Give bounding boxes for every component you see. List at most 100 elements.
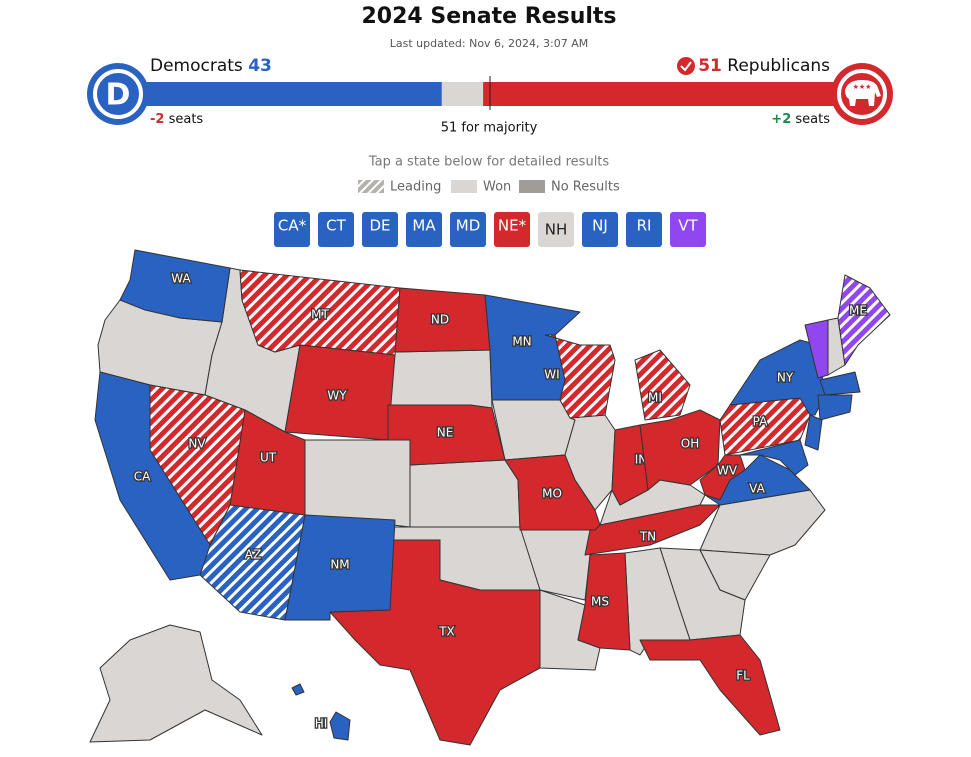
- legend-label: Leading: [390, 180, 441, 195]
- state-label[interactable]: NE: [435, 424, 454, 441]
- small-states: CA* CT DE MA MD NE* NH NJ RI VT: [274, 212, 706, 247]
- button-label[interactable]: NH: [545, 221, 568, 239]
- button-box[interactable]: [538, 212, 574, 247]
- state-label[interactable]: HI: [313, 715, 328, 732]
- state-button[interactable]: CA*: [274, 212, 310, 247]
- button-label[interactable]: CT: [326, 217, 346, 235]
- state-shape[interactable]: [739, 439, 809, 476]
- state-button[interactable]: NE*: [494, 212, 530, 247]
- state-shape[interactable]: [634, 349, 691, 421]
- button-label[interactable]: NJ: [592, 217, 608, 235]
- dem-letter: D: [106, 78, 131, 113]
- legend-swatch: [358, 180, 384, 193]
- state-label[interactable]: OH: [680, 435, 701, 452]
- state-button[interactable]: RI: [626, 212, 662, 247]
- state-label[interactable]: AZ: [244, 546, 263, 563]
- button-box[interactable]: [362, 212, 398, 247]
- rep-change-value: +2: [771, 112, 791, 127]
- state-shape[interactable]: [584, 504, 721, 556]
- state-button[interactable]: VT: [670, 212, 706, 247]
- button-box[interactable]: [626, 212, 662, 247]
- state-shape[interactable]: [94, 371, 211, 581]
- button-box[interactable]: [494, 212, 530, 247]
- state-shape[interactable]: [804, 319, 829, 379]
- button-label[interactable]: VT: [678, 217, 698, 235]
- state-button[interactable]: MA: [406, 212, 442, 247]
- state-button[interactable]: MD: [450, 212, 486, 247]
- title: 2024 Senate Results: [361, 4, 616, 29]
- button-box[interactable]: [274, 212, 310, 247]
- dem-icon: D: [87, 63, 149, 125]
- state-shape[interactable]: [119, 249, 231, 323]
- legend-label: Won: [483, 180, 511, 195]
- state-shape[interactable]: [291, 683, 351, 741]
- dem-name: Democrats: [150, 56, 243, 76]
- button-box[interactable]: [318, 212, 354, 247]
- state-shape[interactable]: [387, 404, 506, 466]
- dem-change-label: seats: [169, 112, 204, 127]
- state-shape[interactable]: [89, 624, 263, 743]
- state-label[interactable]: ND: [430, 311, 451, 328]
- state-label[interactable]: WV: [716, 462, 739, 479]
- majority: 51 for majority: [441, 121, 538, 136]
- winner-check: [677, 57, 695, 75]
- state-shape[interactable]: [304, 439, 411, 528]
- state-label[interactable]: TX: [437, 623, 456, 640]
- state-shape[interactable]: [817, 394, 853, 421]
- state-label[interactable]: WI: [543, 366, 561, 383]
- legend-swatch: [519, 180, 545, 193]
- state-button[interactable]: DE: [362, 212, 398, 247]
- state-label[interactable]: NV: [187, 435, 207, 452]
- state-shape[interactable]: [504, 454, 601, 531]
- state-label[interactable]: MT: [310, 306, 331, 323]
- state-label[interactable]: FL: [735, 667, 751, 684]
- button-label[interactable]: RI: [637, 217, 652, 235]
- state-label[interactable]: TN: [638, 528, 658, 545]
- state-button[interactable]: NH: [538, 212, 574, 247]
- state-button[interactable]: NJ: [582, 212, 618, 247]
- rep-seats: 51: [698, 56, 722, 76]
- state-label[interactable]: MN: [511, 333, 533, 350]
- state-button[interactable]: CT: [318, 212, 354, 247]
- state-shape[interactable]: [329, 539, 541, 746]
- button-label[interactable]: MA: [412, 217, 436, 235]
- button-label[interactable]: NE*: [498, 217, 527, 235]
- state-label[interactable]: VA: [748, 480, 767, 497]
- state-label[interactable]: UT: [259, 449, 278, 466]
- state-label[interactable]: WY: [326, 387, 348, 404]
- state-label[interactable]: NY: [776, 369, 795, 386]
- state-label[interactable]: NM: [329, 556, 351, 573]
- state-label[interactable]: PA: [751, 413, 769, 430]
- state-label[interactable]: ME: [848, 302, 868, 319]
- state-shape[interactable]: [577, 552, 631, 651]
- instructions: Tap a state below for detailed results: [368, 155, 610, 170]
- state-shape[interactable]: [837, 274, 891, 366]
- dem-change-value: -2: [150, 112, 164, 127]
- state-shape[interactable]: [409, 459, 521, 528]
- button-box[interactable]: [450, 212, 486, 247]
- state-label[interactable]: CA: [132, 468, 152, 485]
- state-shape[interactable]: [611, 424, 649, 506]
- state-label[interactable]: WA: [170, 270, 193, 287]
- button-label[interactable]: CA*: [278, 217, 307, 235]
- state-shape[interactable]: [819, 371, 861, 396]
- state-label[interactable]: MS: [590, 593, 610, 610]
- button-box[interactable]: [406, 212, 442, 247]
- state-shape[interactable]: [387, 349, 493, 409]
- button-box[interactable]: [670, 212, 706, 247]
- state-label[interactable]: MI: [647, 389, 663, 406]
- state-shape[interactable]: [804, 414, 823, 451]
- rep-change: +2 seats: [771, 112, 830, 127]
- state-shape[interactable]: [544, 334, 616, 419]
- dem-seats: 43: [248, 56, 272, 76]
- button-label[interactable]: DE: [369, 217, 390, 235]
- button-label[interactable]: MD: [456, 217, 481, 235]
- state-shape[interactable]: [491, 399, 576, 461]
- state-label[interactable]: MO: [541, 485, 563, 502]
- state-shape[interactable]: [639, 634, 781, 736]
- button-box[interactable]: [582, 212, 618, 247]
- svg-text:★★★: ★★★: [853, 83, 872, 91]
